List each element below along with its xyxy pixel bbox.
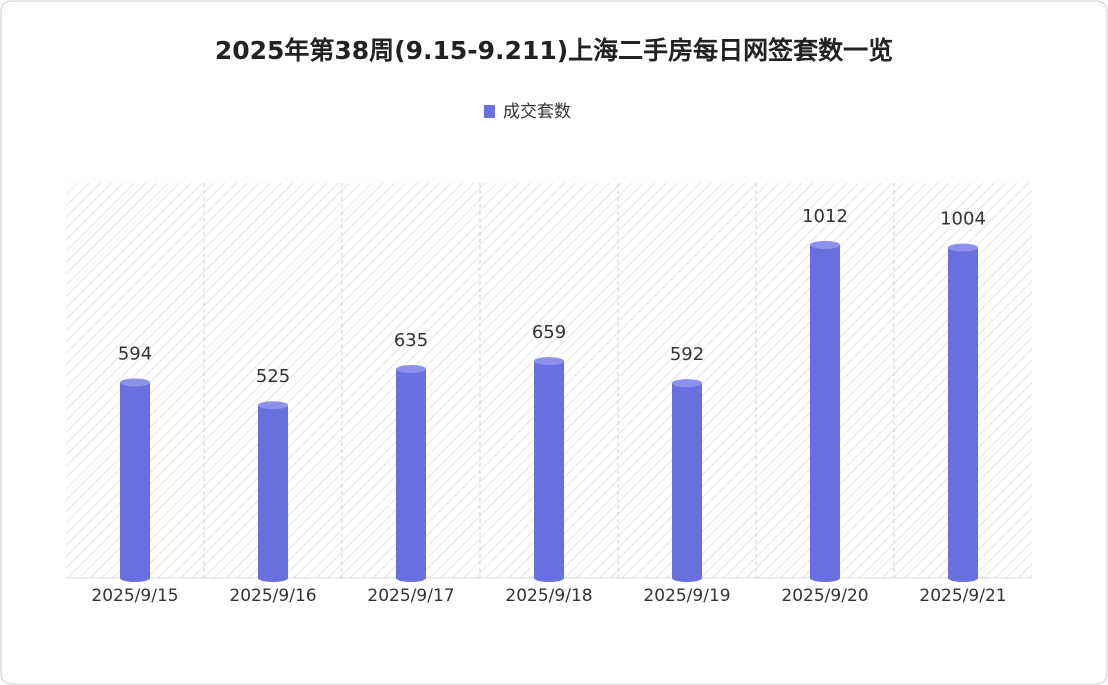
data-label: 1004: [940, 209, 986, 230]
legend-label: 成交套数: [503, 102, 571, 122]
data-label: 1012: [802, 206, 848, 227]
bar-cap: [810, 240, 840, 249]
data-label: 659: [532, 322, 566, 343]
data-label: 525: [256, 366, 290, 387]
bar-cap: [672, 379, 702, 388]
bar-cap: [258, 401, 288, 410]
data-label: 635: [394, 330, 428, 351]
x-tick-label: 2025/9/19: [643, 586, 730, 606]
x-tick-label: 2025/9/20: [781, 586, 868, 606]
bar-cap: [948, 243, 978, 252]
bar: [810, 244, 840, 578]
bar: [258, 405, 288, 578]
x-tick-label: 2025/9/15: [91, 586, 178, 606]
bar-cap: [396, 364, 426, 373]
x-tick-label: 2025/9/16: [229, 586, 316, 606]
x-tick-label: 2025/9/17: [367, 586, 454, 606]
bar-cap: [120, 378, 150, 387]
data-label: 592: [670, 344, 704, 365]
bar: [396, 368, 426, 578]
bar: [120, 382, 150, 578]
bar: [672, 383, 702, 578]
bar: [534, 361, 564, 578]
bar: [948, 247, 978, 578]
x-tick-label: 2025/9/21: [919, 586, 1006, 606]
data-label: 594: [118, 343, 152, 364]
legend-swatch: [484, 105, 495, 118]
bar-cap: [534, 357, 564, 366]
chart-title: 2025年第38周(9.15-9.211)上海二手房每日网签套数一览: [215, 36, 893, 65]
x-tick-label: 2025/9/18: [505, 586, 592, 606]
